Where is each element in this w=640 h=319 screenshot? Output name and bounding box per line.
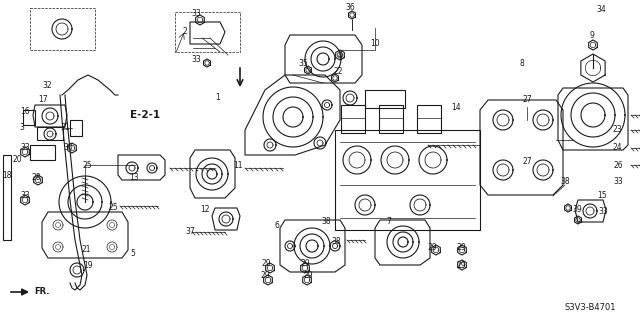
Text: S3V3-B4701: S3V3-B4701 <box>564 303 616 313</box>
Text: 29: 29 <box>303 271 313 280</box>
Text: 12: 12 <box>200 204 210 213</box>
Text: 1: 1 <box>216 93 220 101</box>
Text: 19: 19 <box>83 261 93 270</box>
Bar <box>417 105 441 133</box>
Text: 28: 28 <box>31 174 41 182</box>
Text: 22: 22 <box>333 68 343 77</box>
Text: 7: 7 <box>387 218 392 226</box>
Text: 38: 38 <box>331 236 341 246</box>
Text: 33: 33 <box>20 143 30 152</box>
Text: 5: 5 <box>131 249 136 257</box>
Text: 29: 29 <box>260 271 270 280</box>
Text: 33: 33 <box>598 207 608 217</box>
Text: 14: 14 <box>451 103 461 113</box>
Text: 20: 20 <box>12 155 22 165</box>
Text: 29: 29 <box>300 258 310 268</box>
Text: 38: 38 <box>560 176 570 186</box>
Text: 33: 33 <box>191 56 201 64</box>
Bar <box>30 8 95 50</box>
Text: 38: 38 <box>321 217 331 226</box>
Text: 25: 25 <box>108 204 118 212</box>
Text: 27: 27 <box>522 95 532 105</box>
Bar <box>365 90 405 108</box>
Text: 29: 29 <box>427 242 437 251</box>
Text: FR.: FR. <box>34 287 49 296</box>
Text: 37: 37 <box>185 226 195 235</box>
Text: 33: 33 <box>20 191 30 201</box>
Text: 24: 24 <box>612 144 622 152</box>
Text: 9: 9 <box>589 32 595 41</box>
Text: 18: 18 <box>3 170 12 180</box>
Text: 39: 39 <box>572 204 582 213</box>
Text: 2: 2 <box>182 27 188 36</box>
Text: 34: 34 <box>596 4 606 13</box>
Text: 10: 10 <box>370 39 380 48</box>
Text: 21: 21 <box>81 244 91 254</box>
Text: 6: 6 <box>275 220 280 229</box>
Text: 31: 31 <box>60 123 70 132</box>
Text: 29: 29 <box>456 242 466 251</box>
Text: 30: 30 <box>63 144 73 152</box>
Text: 4: 4 <box>337 50 342 60</box>
Text: 29: 29 <box>456 261 466 270</box>
Text: 8: 8 <box>520 58 524 68</box>
Text: 32: 32 <box>42 80 52 90</box>
Text: 15: 15 <box>597 191 607 201</box>
Text: 17: 17 <box>38 95 48 105</box>
Text: E-2-1: E-2-1 <box>130 110 160 120</box>
Text: 25: 25 <box>82 160 92 169</box>
Text: 33: 33 <box>191 10 201 19</box>
Text: 36: 36 <box>345 4 355 12</box>
Bar <box>341 105 365 133</box>
Text: 33: 33 <box>613 177 623 187</box>
Bar <box>379 105 403 133</box>
Text: 23: 23 <box>612 125 622 135</box>
Text: 27: 27 <box>522 157 532 166</box>
Text: 29: 29 <box>261 258 271 268</box>
Text: 16: 16 <box>20 108 30 116</box>
Text: 35: 35 <box>298 60 308 69</box>
Text: 26: 26 <box>613 161 623 170</box>
Bar <box>3 155 11 240</box>
Text: 3: 3 <box>20 122 24 131</box>
Text: 13: 13 <box>129 174 139 182</box>
Text: 11: 11 <box>233 160 243 169</box>
